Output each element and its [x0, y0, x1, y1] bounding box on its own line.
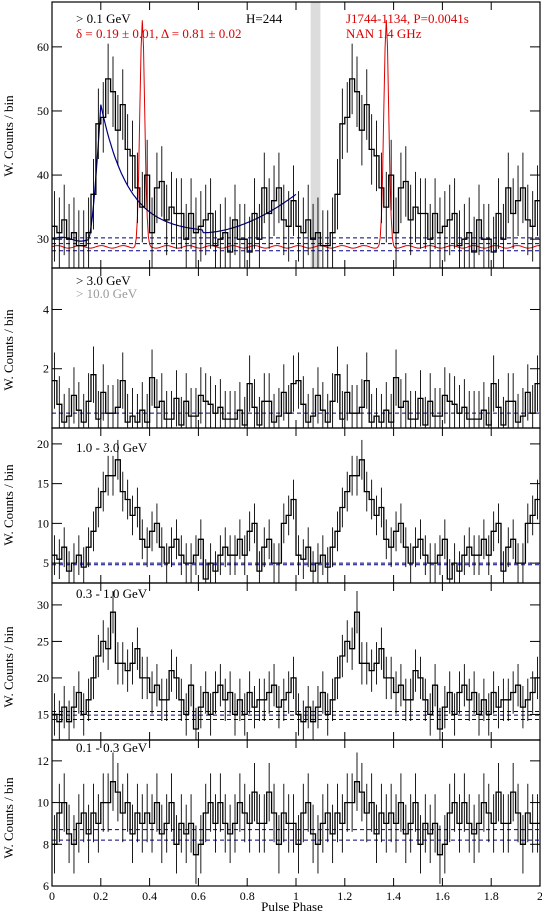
- label-h-test: H=244: [246, 11, 283, 26]
- y-tick-label: 8: [43, 837, 49, 851]
- y-axis-label-panel-4: W. Counts / bin: [1, 626, 16, 708]
- y-tick-label: 12: [37, 754, 49, 768]
- y-axis-label-panel-3: W. Counts / bin: [1, 464, 16, 546]
- label-p5-energy: 0.1 - 0.3 GeV: [76, 740, 148, 755]
- panel-3: 5 10 15 20: [37, 427, 541, 584]
- pulse-fit-curve: [51, 104, 297, 242]
- y-tick-label: 20: [37, 437, 49, 451]
- x-tick-label: 0.8: [240, 889, 255, 903]
- x-tick-label: 0.2: [93, 889, 108, 903]
- y-tick-label: 20: [37, 671, 49, 685]
- y-axis-label-panel-2: W. Counts / bin: [1, 309, 16, 391]
- x-tick-label: 1.2: [337, 889, 352, 903]
- label-p2-energy-b: > 10.0 GeV: [76, 286, 138, 301]
- histogram-steps: [52, 374, 540, 426]
- y-tick-label: 5: [43, 556, 49, 570]
- label-fit-params: δ = 0.19 ± 0.01, Δ = 0.81 ± 0.02: [76, 26, 241, 41]
- y-axis-label-panel-1: W. Counts / bin: [1, 95, 16, 177]
- histogram-steps: [52, 781, 540, 856]
- label-p4-energy: 0.3 - 1.0 GeV: [76, 586, 148, 601]
- panel-4: 15 20 25 30: [37, 582, 541, 741]
- y-tick-label: 15: [37, 707, 49, 721]
- histogram-steps: [52, 78, 540, 253]
- panel-5: 6 8 10 12 0 0.2 0.4 0.6 0.8 1 1.2 1.4 1.6 1.8 2: [37, 739, 542, 903]
- y-tick-label: 40: [37, 168, 49, 182]
- histogram-steps: [52, 459, 540, 580]
- panel-frame: [51, 582, 541, 741]
- radio-profile-line: [51, 19, 540, 249]
- x-axis-label: Pulse Phase: [261, 899, 323, 914]
- label-radio-band: NAN 1.4 GHz: [346, 26, 422, 41]
- x-tick-label: 1.4: [386, 889, 401, 903]
- y-tick-label: 10: [37, 796, 49, 810]
- label-p2-energy-a: > 3.0 GeV: [76, 273, 131, 288]
- x-tick-label: 1.6: [435, 889, 450, 903]
- x-tick-label: 0: [49, 889, 55, 903]
- y-tick-label: 10: [37, 516, 49, 530]
- x-tick-label: 1.8: [484, 889, 499, 903]
- panel-1: 30 40 50 60: [37, 1, 541, 269]
- y-tick-label: 2: [43, 362, 49, 376]
- y-tick-label: 60: [37, 40, 49, 54]
- histogram-steps: [52, 611, 540, 730]
- label-pulsar-name: J1744-1134, P=0.0041s: [346, 11, 469, 26]
- label-top-energy: > 0.1 GeV: [76, 11, 131, 26]
- x-tick-label: 2: [537, 889, 542, 903]
- label-p3-energy: 1.0 - 3.0 GeV: [76, 440, 148, 455]
- y-tick-label: 30: [37, 598, 49, 612]
- y-tick-label: 25: [37, 634, 49, 648]
- y-tick-label: 6: [43, 879, 49, 893]
- x-tick-label: 0.6: [191, 889, 206, 903]
- y-tick-label: 15: [37, 477, 49, 491]
- panel-2: 24: [43, 267, 541, 429]
- y-tick-label: 30: [37, 232, 49, 246]
- y-axis-label-panel-5: W. Counts / bin: [1, 777, 16, 859]
- y-tick-label: 50: [37, 104, 49, 118]
- x-tick-label: 1: [293, 889, 299, 903]
- x-tick-label: 0.4: [142, 889, 157, 903]
- gap-band: [310, 2, 321, 268]
- y-tick-label: 4: [43, 302, 49, 316]
